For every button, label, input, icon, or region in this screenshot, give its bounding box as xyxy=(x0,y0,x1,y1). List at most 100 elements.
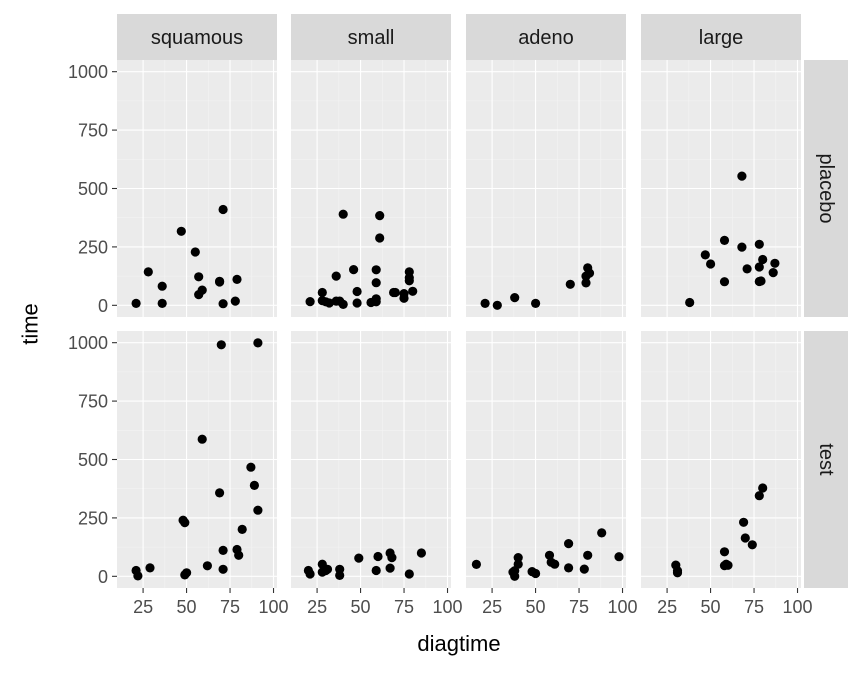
data-point xyxy=(143,267,153,277)
facet-strip-right xyxy=(804,331,848,588)
data-point xyxy=(758,483,768,493)
data-point xyxy=(758,254,768,265)
x-tick-label: 75 xyxy=(394,597,414,617)
data-point xyxy=(253,505,263,515)
data-point xyxy=(672,566,683,576)
data-point xyxy=(742,264,752,274)
y-tick-label: 500 xyxy=(78,179,108,199)
data-point xyxy=(737,242,747,252)
data-point xyxy=(157,298,167,308)
data-point xyxy=(385,563,395,573)
data-point xyxy=(352,286,362,297)
data-point xyxy=(335,564,345,574)
data-point xyxy=(581,278,591,288)
data-point xyxy=(131,298,141,308)
x-tick-label: 100 xyxy=(432,597,462,617)
data-point xyxy=(176,226,186,236)
data-point xyxy=(216,340,226,350)
facet-strip-label: placebo xyxy=(815,153,837,223)
data-point xyxy=(416,548,426,558)
data-point xyxy=(331,271,341,281)
y-tick-label: 1000 xyxy=(68,333,108,353)
data-point xyxy=(182,568,192,578)
data-point xyxy=(550,559,560,569)
x-tick-label: 50 xyxy=(701,597,721,617)
y-tick-label: 250 xyxy=(78,508,108,528)
data-point xyxy=(408,286,418,296)
data-point xyxy=(338,299,348,309)
data-point xyxy=(218,204,228,215)
data-point xyxy=(305,569,315,579)
data-point xyxy=(218,545,228,556)
data-point xyxy=(371,265,381,275)
data-point xyxy=(349,265,359,275)
facet-strip-top xyxy=(117,14,277,60)
x-tick-label: 50 xyxy=(351,597,371,617)
data-point xyxy=(197,285,207,295)
data-point xyxy=(739,517,749,527)
data-point xyxy=(354,553,364,563)
data-point xyxy=(390,287,400,298)
data-point xyxy=(583,550,593,560)
data-point xyxy=(510,293,520,303)
data-point xyxy=(371,565,381,576)
data-point xyxy=(371,278,381,288)
data-point xyxy=(685,297,695,308)
data-point xyxy=(194,272,204,282)
y-tick-label: 750 xyxy=(78,392,108,412)
data-point xyxy=(754,239,764,249)
y-tick-label: 0 xyxy=(98,296,108,316)
facet-strip-label: large xyxy=(699,27,743,49)
x-tick-label: 100 xyxy=(258,597,288,617)
data-point xyxy=(371,297,381,307)
data-point xyxy=(544,550,555,560)
facet-strip-top xyxy=(641,14,801,60)
data-point xyxy=(719,277,730,287)
data-point xyxy=(145,563,155,573)
x-tick-label: 25 xyxy=(657,597,677,617)
data-point xyxy=(740,533,750,543)
data-point xyxy=(352,298,362,308)
data-point xyxy=(234,550,244,560)
data-point xyxy=(237,524,247,535)
x-axis-title: diagtime xyxy=(417,631,500,656)
data-point xyxy=(531,298,541,308)
facet-strip-label: adeno xyxy=(518,27,574,49)
data-point xyxy=(737,171,747,181)
data-point xyxy=(215,276,225,286)
data-point xyxy=(218,564,228,574)
facet-strip-right xyxy=(804,60,848,317)
data-point xyxy=(133,571,143,581)
data-point xyxy=(614,552,624,562)
y-tick-label: 750 xyxy=(78,121,108,141)
data-point xyxy=(399,289,409,299)
data-point xyxy=(768,268,778,278)
data-point xyxy=(253,338,263,348)
facet-strip-top xyxy=(291,14,451,60)
data-point xyxy=(317,287,327,298)
data-point xyxy=(404,276,414,286)
data-point xyxy=(232,274,242,284)
data-point xyxy=(230,296,240,306)
facet-strip-label: small xyxy=(348,27,395,49)
data-point xyxy=(375,233,385,243)
x-tick-label: 50 xyxy=(526,597,546,617)
x-tick-label: 100 xyxy=(782,597,812,617)
data-point xyxy=(754,491,764,501)
x-tick-label: 75 xyxy=(744,597,764,617)
y-tick-label: 500 xyxy=(78,450,108,470)
data-point xyxy=(492,300,502,310)
data-point xyxy=(387,553,397,563)
data-point xyxy=(180,518,190,528)
x-tick-label: 100 xyxy=(607,597,637,617)
data-point xyxy=(719,547,730,557)
data-point xyxy=(190,247,200,257)
data-point xyxy=(579,564,589,574)
data-point xyxy=(218,299,228,309)
data-point xyxy=(480,298,490,308)
data-point xyxy=(375,211,385,221)
data-point xyxy=(513,559,523,569)
data-point xyxy=(700,250,710,260)
data-point xyxy=(754,262,764,272)
